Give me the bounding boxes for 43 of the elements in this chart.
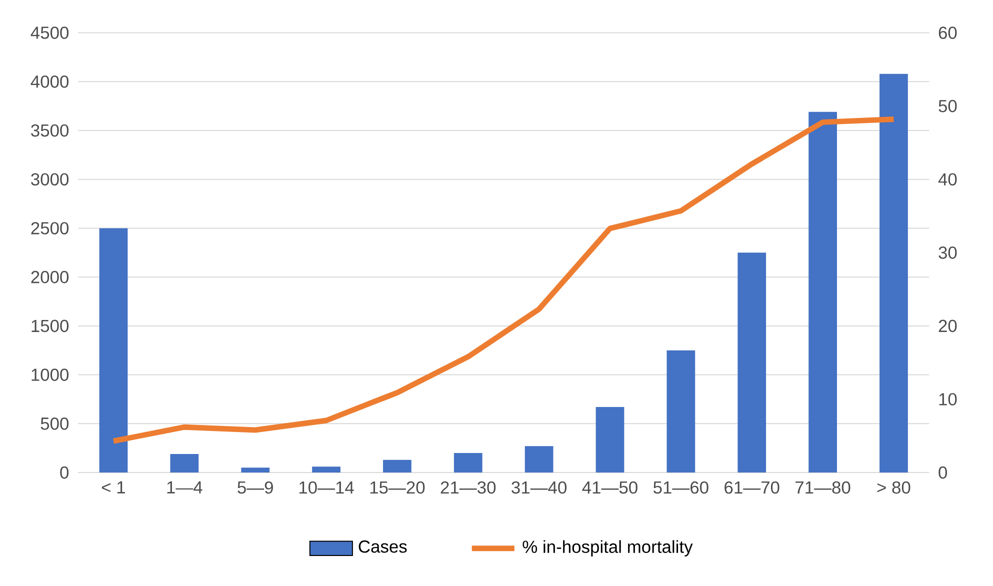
bar (454, 452, 482, 473)
y2-tick-label: 20 (938, 320, 957, 332)
bar (241, 468, 270, 473)
bar (808, 112, 837, 473)
y2-tick-label: 60 (938, 26, 957, 39)
x-tick-label: 10—14 (299, 481, 354, 494)
y-tick-label: 4500 (30, 26, 69, 39)
y-tick-label: 1500 (32, 320, 69, 332)
y-tick-label: 1000 (32, 368, 69, 381)
x-tick-label: 15—20 (370, 481, 425, 494)
x-tick-label: 21—30 (440, 481, 496, 494)
y2-tick-label: 40 (938, 173, 957, 186)
bar (738, 252, 766, 473)
y2-tick-label: 0 (938, 466, 948, 479)
y-tick-label: 4000 (30, 75, 69, 88)
x-tick-label: 1—4 (167, 481, 202, 494)
x-tick-label: 5—9 (238, 481, 273, 494)
y-tick-label: 0 (60, 466, 69, 479)
y-tick-label: 2000 (31, 270, 69, 284)
y2-tick-label: 10 (939, 393, 957, 406)
y-tick-label: 500 (40, 418, 69, 430)
bar (383, 460, 412, 473)
y-tick-label: 3000 (31, 173, 69, 186)
y2-tick-label: 50 (938, 100, 957, 112)
x-tick-label: 71—80 (796, 481, 850, 494)
bar (524, 446, 554, 473)
y2-tick-label: 30 (938, 246, 957, 259)
x-tick-label: > 80 (877, 481, 910, 494)
y-tick-label: 2500 (31, 222, 69, 234)
bar (312, 466, 340, 473)
x-tick-label: 41—50 (582, 481, 638, 494)
y-tick-label: 3500 (31, 124, 69, 137)
bar (170, 454, 199, 473)
x-tick-label: 61—70 (724, 481, 780, 494)
bar (596, 407, 624, 473)
bar (99, 228, 128, 473)
legend-label: % in-hospital mortality (522, 540, 693, 556)
legend-label: Cases (358, 540, 407, 553)
x-tick-label: 51—60 (653, 481, 708, 494)
bar (666, 350, 696, 473)
x-tick-label: 31—40 (512, 481, 567, 494)
bar (880, 74, 908, 473)
x-tick-label: < 1 (102, 481, 125, 494)
